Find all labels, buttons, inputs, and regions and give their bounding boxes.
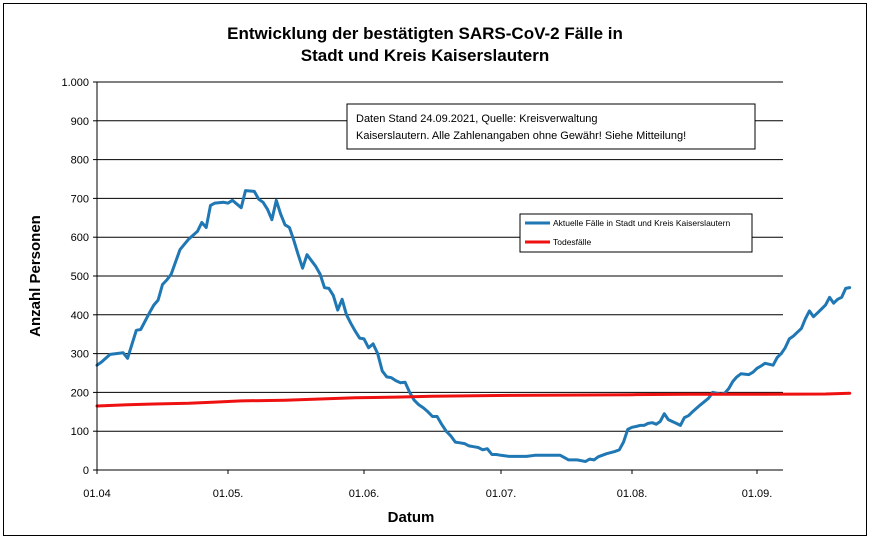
annotation-line-1: Daten Stand 24.09.2021, Quelle: Kreisver… <box>356 113 598 125</box>
y-tick-label: 1.000 <box>61 77 89 89</box>
y-tick-label: 700 <box>71 193 89 205</box>
y-tick-label: 800 <box>71 155 89 167</box>
y-tick-label: 500 <box>71 271 89 283</box>
chart-title-line-1: Entwicklung der bestätigten SARS-CoV-2 F… <box>227 24 623 43</box>
x-tick-label: 01.08. <box>617 488 648 500</box>
y-axis-ticks: 0 100 200 300 400 500 600 700 800 900 1.000 <box>61 77 97 477</box>
y-tick-label: 300 <box>71 349 89 361</box>
x-tick-label: 01.07. <box>486 488 517 500</box>
y-tick-label: 100 <box>71 426 89 438</box>
y-tick-label: 900 <box>71 116 89 128</box>
y-tick-label: 400 <box>71 310 89 322</box>
x-tick-label: 01.09. <box>742 488 773 500</box>
legend: Aktuelle Fälle in Stadt und Kreis Kaiser… <box>519 213 753 253</box>
x-tick-label: 01.05. <box>213 488 244 500</box>
series-line-deaths <box>95 391 852 408</box>
x-axis-ticks: 01.04 01.05. 01.06. 01.07. 01.08. 01.09. <box>83 470 772 500</box>
x-axis-label: Datum <box>388 509 435 526</box>
legend-label-cases: Aktuelle Fälle in Stadt und Kreis Kaiser… <box>553 218 730 228</box>
series-lines <box>95 189 852 463</box>
y-axis-label: Anzahl Personen <box>27 215 44 337</box>
chart-title-line-2: Stadt und Kreis Kaiserslautern <box>301 46 549 65</box>
x-tick-label: 01.06. <box>349 488 380 500</box>
y-tick-label: 0 <box>83 465 89 477</box>
chart-frame <box>3 3 867 536</box>
legend-label-deaths: Todesfälle <box>553 237 592 247</box>
x-tick-label: 01.04 <box>83 488 111 500</box>
annotation-line-2: Kaiserslautern. Alle Zahlenangaben ohne … <box>356 130 686 142</box>
y-tick-label: 600 <box>71 232 89 244</box>
y-tick-label: 200 <box>71 387 89 399</box>
annotation-box: Daten Stand 24.09.2021, Quelle: Kreisver… <box>346 103 756 150</box>
series-line-cases <box>95 189 852 463</box>
